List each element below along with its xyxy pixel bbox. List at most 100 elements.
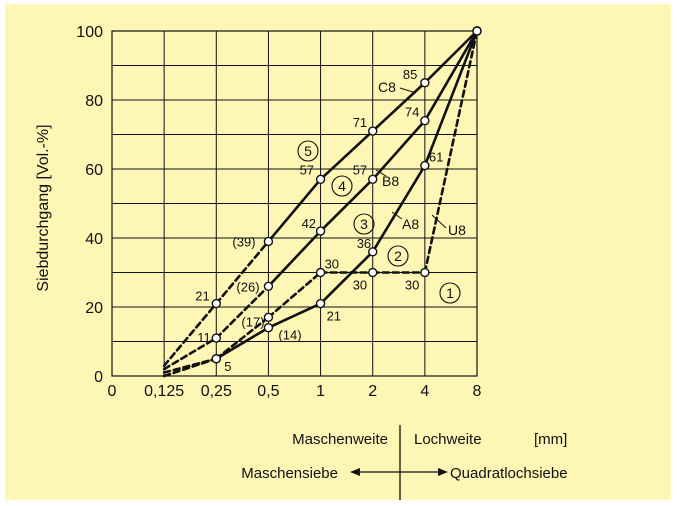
- y-tick-label: 40: [85, 231, 103, 248]
- y-tick-label: 60: [85, 162, 103, 179]
- curve-b8-point: [315, 226, 326, 236]
- curve-a8-point: [263, 323, 274, 333]
- footer-arrow: [350, 468, 448, 476]
- footer-lochweite: Lochweite: [414, 431, 482, 448]
- point-value-label: 42: [302, 216, 316, 231]
- area-number-circle: [297, 140, 319, 162]
- curve-a8-segment: [423, 29, 479, 167]
- series-leader-c8: [399, 87, 417, 94]
- curves: [162, 29, 479, 378]
- curve-b8-point: [420, 115, 430, 126]
- curve-c8-point: [315, 174, 326, 185]
- x-tick-label: 0,125: [144, 383, 184, 400]
- footer-quadratlochsiebe: Quadratlochsiebe: [450, 465, 568, 482]
- curve-b8-point: [211, 333, 221, 343]
- point-value-label: (14): [278, 328, 301, 343]
- series-leader-a8: [391, 211, 403, 220]
- x-tick-label: 8: [473, 383, 482, 400]
- series-leader-u8: [431, 214, 447, 229]
- curve-u8-segment: [423, 29, 479, 274]
- curve-b8-segment: [371, 119, 427, 181]
- curve-b8-segment: [267, 229, 322, 288]
- point-value-label: (17): [241, 314, 264, 329]
- curve-a8-point: [315, 298, 326, 309]
- y-axis-label: Siebdurchgang [Vol.-%]: [35, 124, 52, 291]
- labels: 5(14)21366111(26)42577421(39)577185(17)3…: [195, 67, 466, 374]
- area-number-circle: [353, 213, 375, 235]
- series-label-b8: B8: [382, 173, 399, 189]
- curve-u8-point: [420, 267, 430, 278]
- y-tick-label: 20: [85, 300, 103, 317]
- area-number: 2: [394, 248, 402, 264]
- curve-b8-segment: [319, 178, 375, 233]
- x-tick-label: 2: [368, 383, 377, 400]
- curve-u8-point: [315, 267, 326, 278]
- series-label-u8: U8: [448, 222, 466, 238]
- curve-c8-segment: [423, 29, 479, 85]
- curve-c8-point: [368, 126, 378, 136]
- area-number: 4: [338, 178, 346, 194]
- curve-u8-segment: [214, 316, 270, 361]
- x-tick-label: 0: [108, 383, 117, 400]
- point-value-label: 57: [353, 162, 367, 177]
- point-value-label: (26): [236, 279, 259, 294]
- point-value-label: 11: [197, 330, 211, 345]
- point-value-label: 21: [327, 309, 341, 324]
- curve-a8-point: [368, 247, 378, 257]
- curve-b8-segment: [162, 336, 218, 371]
- curve-c8-segment: [162, 302, 218, 367]
- curve-u8-point: [472, 26, 482, 36]
- curve-a8-segment: [267, 302, 322, 330]
- footer-maschenweite: Maschenweite: [292, 431, 388, 448]
- curve-b8-point: [263, 281, 274, 291]
- point-value-label: 21: [195, 289, 209, 304]
- series-label-c8: C8: [378, 79, 396, 95]
- curve-b8-point: [368, 174, 378, 185]
- curve-u8-segment: [162, 357, 218, 374]
- point-value-label: 71: [353, 115, 367, 130]
- point-value-label: 30: [325, 257, 339, 272]
- grid: [111, 30, 478, 377]
- curve-c8-segment: [214, 240, 270, 305]
- series-label-a8: A8: [402, 216, 419, 232]
- footer-maschensiebe: Maschensiebe: [241, 465, 338, 482]
- x-tick-label: 0,5: [257, 383, 279, 400]
- area-number: 3: [360, 216, 368, 232]
- series-leader-b8: [375, 169, 387, 177]
- point-value-label: 74: [405, 105, 419, 120]
- curve-c8-point: [211, 298, 221, 309]
- point-value-label: 30: [405, 278, 419, 293]
- x-tick-label: 4: [420, 383, 429, 400]
- curve-u8-point: [263, 312, 274, 323]
- point-value-label: 30: [353, 278, 367, 293]
- curve-c8-segment: [267, 178, 322, 243]
- area-number-circle: [439, 282, 461, 304]
- point-value-label: 36: [357, 236, 371, 251]
- point-value-label: 61: [429, 150, 443, 165]
- y-tick-label: 80: [85, 93, 103, 110]
- point-value-label: 85: [403, 67, 417, 82]
- curve-c8-segment: [371, 81, 427, 133]
- x-tick-label: 0,25: [201, 383, 232, 400]
- curve-b8-segment: [214, 284, 270, 340]
- area-number: 1: [446, 285, 454, 301]
- chart-panel: [5, 4, 671, 500]
- point-value-label: (39): [232, 234, 255, 249]
- points: [211, 26, 482, 364]
- curve-c8-segment: [319, 129, 375, 181]
- x-tick-label: 1: [316, 383, 325, 400]
- y-tick-label: 0: [94, 369, 103, 386]
- curve-u8-point: [368, 267, 378, 278]
- curve-u8-segment: [267, 271, 322, 319]
- curve-b8-segment: [423, 29, 479, 122]
- curve-a8-segment: [214, 326, 270, 361]
- curve-a8-point: [420, 160, 430, 171]
- curve-a8-segment: [319, 250, 375, 305]
- area-number: 5: [304, 143, 312, 159]
- point-value-label: 57: [300, 162, 314, 177]
- y-tick-label: 100: [76, 24, 103, 41]
- curve-c8-point: [420, 78, 430, 88]
- curve-u8-point: [211, 354, 221, 364]
- area-number-circle: [387, 245, 409, 267]
